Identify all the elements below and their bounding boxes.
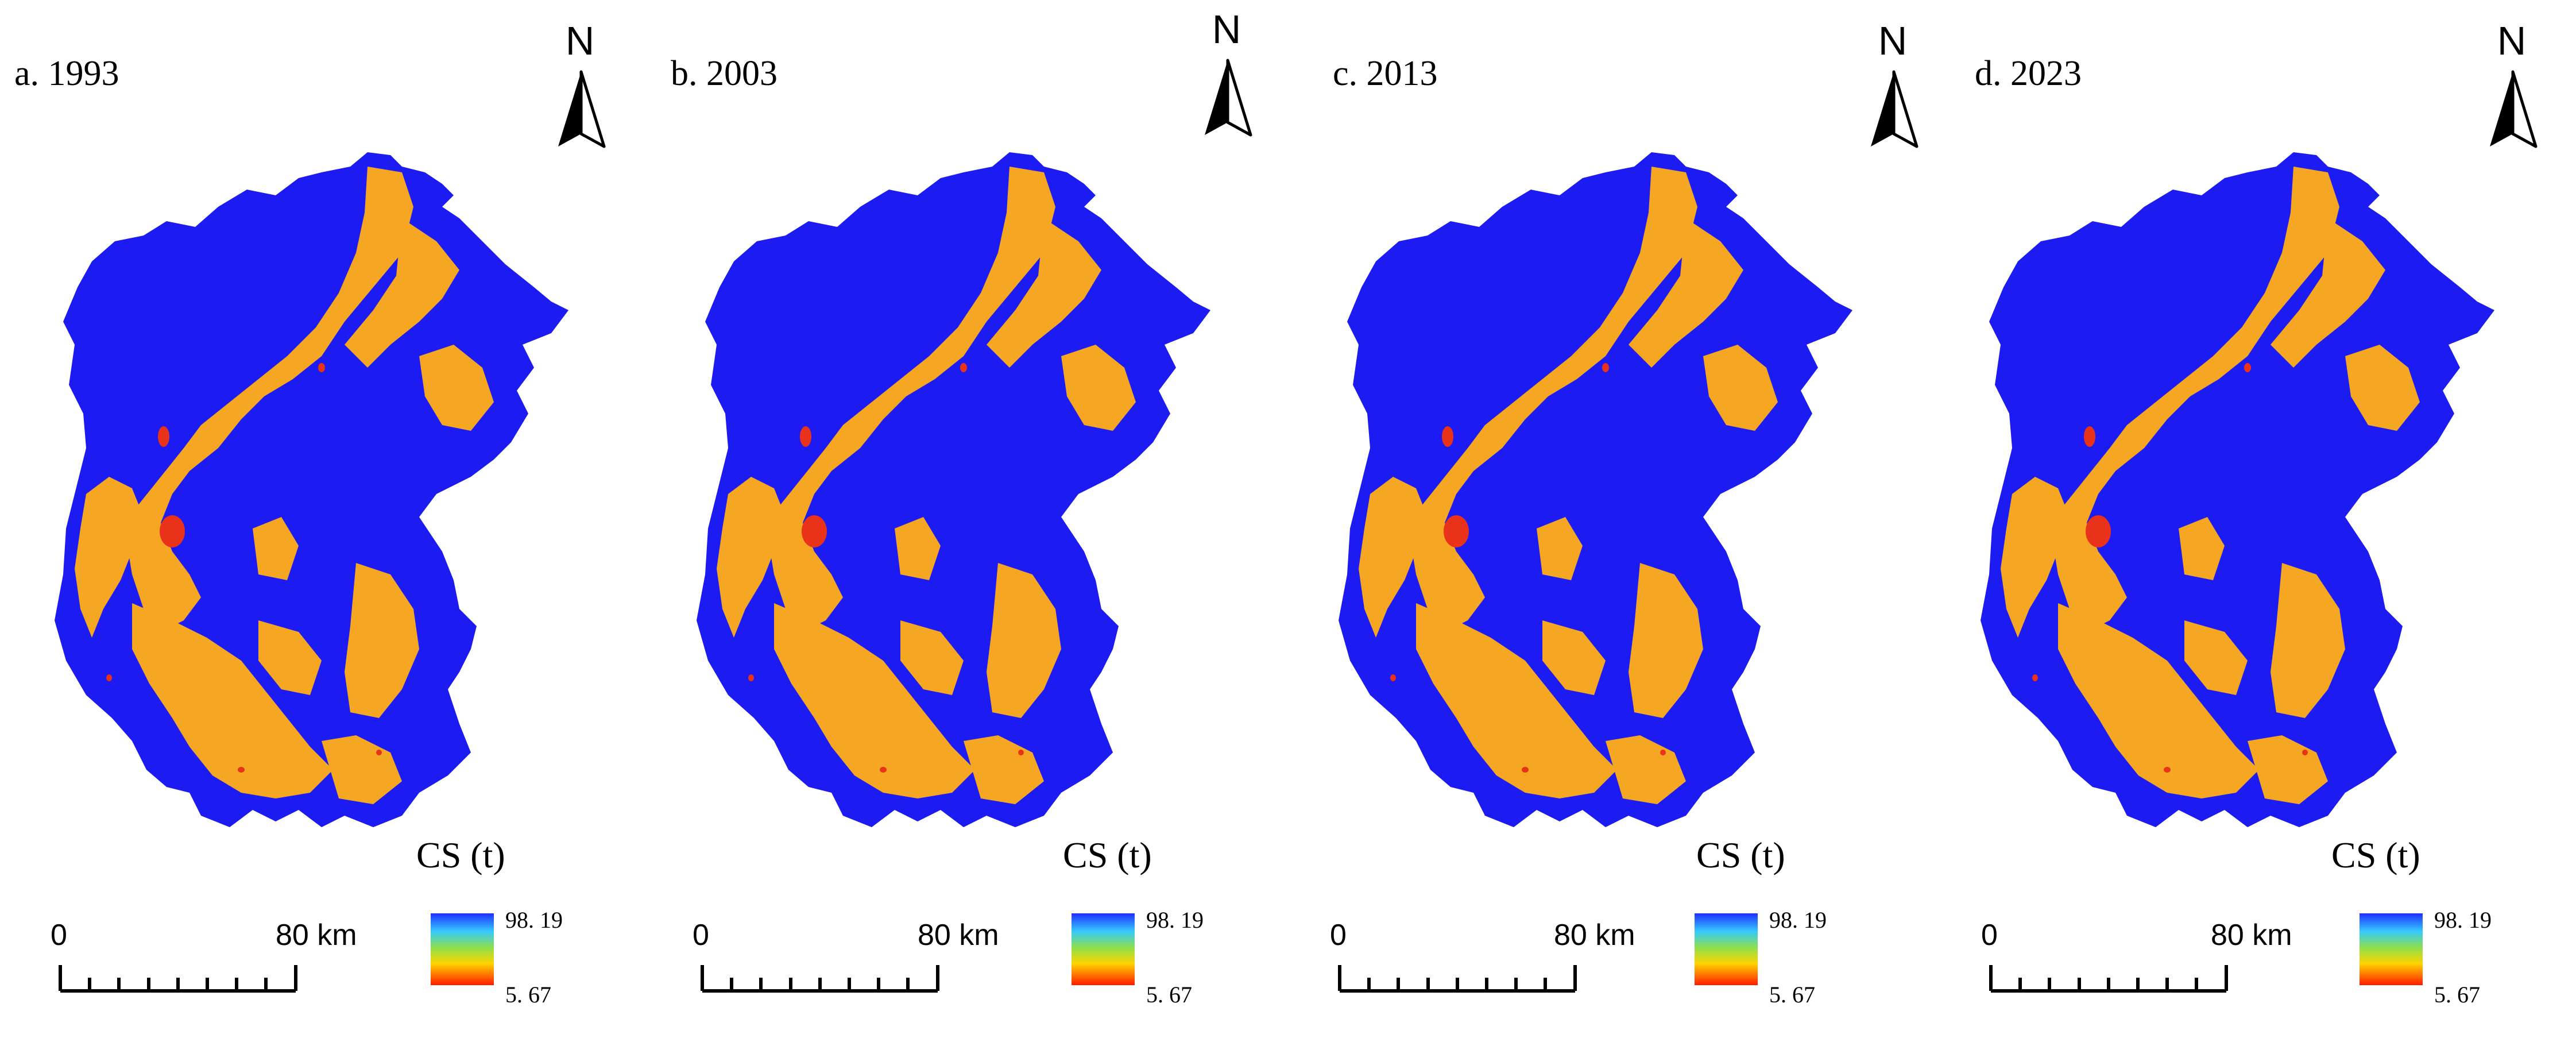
- legend-max-a: 98. 19: [505, 907, 563, 933]
- scale-bar-a: [60, 965, 296, 991]
- panel-c: c. 2013 N CS (t) 98. 19 5. 67 0 80 km: [1330, 18, 1917, 1008]
- north-letter-a: N: [566, 18, 595, 63]
- scale-end-d: 80 km: [2211, 919, 2292, 952]
- legend-max-b: 98. 19: [1146, 907, 1204, 933]
- map-c: [1339, 152, 1852, 827]
- north-arrow-icon: [2490, 72, 2536, 146]
- legend-title-b: CS (t): [1063, 835, 1152, 875]
- scale-bar-c: [1340, 965, 1575, 991]
- legend-title-a: CS (t): [416, 835, 505, 875]
- panel-c-label: c. 2013: [1333, 54, 1438, 93]
- legend-min-d: 5. 67: [2434, 982, 2480, 1008]
- legend-min-b: 5. 67: [1146, 982, 1192, 1008]
- panel-d: d. 2023 N CS (t) 98. 19 5. 67 0 80 km: [1975, 18, 2536, 1008]
- scale-bar-b: [702, 965, 938, 991]
- north-arrow-icon: [1205, 60, 1251, 135]
- scale-start-a: 0: [51, 919, 67, 952]
- scale-bar-d: [1991, 965, 2226, 991]
- legend-title-c: CS (t): [1696, 835, 1785, 875]
- scale-start-d: 0: [1981, 919, 1998, 952]
- map-b: [697, 152, 1210, 827]
- legend-colorbar-b: [1072, 913, 1135, 985]
- legend-colorbar-a: [431, 913, 494, 985]
- legend-min-a: 5. 67: [505, 982, 551, 1008]
- north-letter-c: N: [1878, 18, 1908, 63]
- legend-colorbar-d: [2360, 913, 2423, 985]
- panel-b-label: b. 2003: [671, 54, 778, 93]
- north-arrow-icon: [1871, 72, 1917, 146]
- panel-b: b. 2003 N CS (t) 98. 19 5. 67 0 80 km: [671, 7, 1251, 1008]
- scale-end-b: 80 km: [918, 919, 999, 952]
- scale-end-c: 80 km: [1554, 919, 1635, 952]
- panel-d-label: d. 2023: [1975, 54, 2082, 93]
- legend-title-d: CS (t): [2331, 835, 2420, 875]
- panel-a: a. 1993 N CS (t) 98. 19 5. 67 0 80 km: [14, 18, 604, 1008]
- legend-min-c: 5. 67: [1769, 982, 1815, 1008]
- scale-end-a: 80 km: [276, 919, 357, 952]
- north-letter-b: N: [1212, 7, 1241, 52]
- map-a: [55, 152, 568, 827]
- panel-a-label: a. 1993: [14, 54, 119, 93]
- map-d: [1981, 152, 2494, 827]
- north-letter-d: N: [2497, 18, 2527, 63]
- legend-max-c: 98. 19: [1769, 907, 1827, 933]
- north-arrow-icon: [558, 72, 604, 146]
- legend-max-d: 98. 19: [2434, 907, 2492, 933]
- legend-colorbar-c: [1695, 913, 1758, 985]
- scale-start-b: 0: [693, 919, 709, 952]
- scale-start-c: 0: [1330, 919, 1347, 952]
